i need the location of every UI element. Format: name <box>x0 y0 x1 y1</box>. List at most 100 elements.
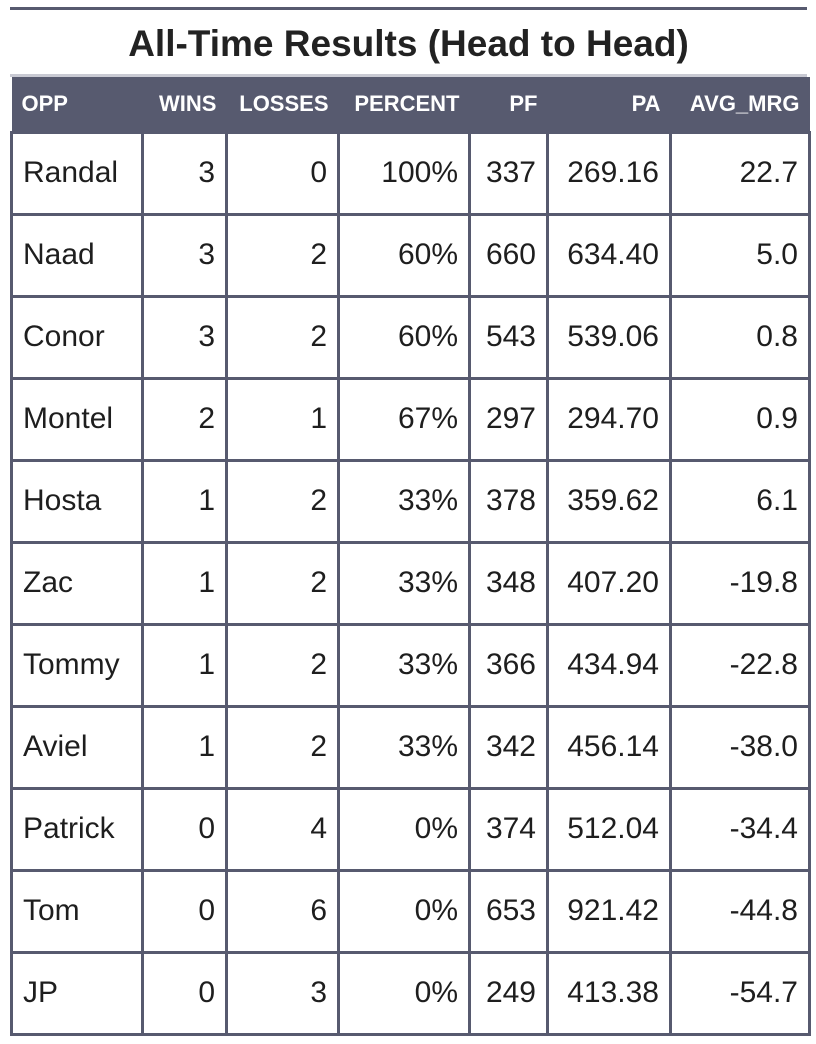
cell-losses: 0 <box>225 130 340 216</box>
table-row: Montel 2 1 67% 297 294.70 0.9 <box>10 376 811 462</box>
header-row: OPP WINS LOSSES PERCENT PF PA AVG_MRG <box>11 77 810 132</box>
cell-losses: 2 <box>225 294 340 380</box>
cell-pa: 407.20 <box>546 540 672 626</box>
cell-percent: 0% <box>337 868 471 954</box>
table-row: Hosta 1 2 33% 378 359.62 6.1 <box>10 458 811 544</box>
cell-wins: 0 <box>141 786 228 872</box>
cell-pa: 413.38 <box>546 950 672 1036</box>
column-header-wins: WINS <box>159 90 217 116</box>
cell-avg-mrg: -38.0 <box>669 704 811 790</box>
cell-pa: 634.40 <box>546 212 672 298</box>
cell-avg-mrg: -54.7 <box>669 950 811 1036</box>
column-header-losses: LOSSES <box>239 90 329 116</box>
cell-opp: Montel <box>10 376 144 462</box>
cell-opp: Aviel <box>10 704 144 790</box>
table-row: Tommy 1 2 33% 366 434.94 -22.8 <box>10 622 811 708</box>
cell-pa: 269.16 <box>546 130 672 216</box>
cell-wins: 0 <box>141 950 228 1036</box>
cell-avg-mrg: 6.1 <box>669 458 811 544</box>
cell-pa: 921.42 <box>546 868 672 954</box>
cell-losses: 2 <box>225 212 340 298</box>
cell-pf: 342 <box>468 704 549 790</box>
cell-pf: 543 <box>468 294 549 380</box>
column-header-avg-mrg: AVG_MRG <box>689 90 800 116</box>
cell-wins: 3 <box>141 212 228 298</box>
cell-opp: JP <box>10 950 144 1036</box>
cell-pf: 653 <box>468 868 549 954</box>
cell-wins: 1 <box>141 704 228 790</box>
cell-pa: 434.94 <box>546 622 672 708</box>
cell-avg-mrg: 5.0 <box>669 212 811 298</box>
column-header-pa: PA <box>631 90 661 116</box>
cell-percent: 67% <box>337 376 471 462</box>
cell-pa: 359.62 <box>546 458 672 544</box>
cell-pf: 366 <box>468 622 549 708</box>
cell-percent: 60% <box>337 294 471 380</box>
cell-percent: 60% <box>337 212 471 298</box>
cell-pf: 348 <box>468 540 549 626</box>
table-row: Conor 3 2 60% 543 539.06 0.8 <box>10 294 811 380</box>
cell-opp: Tom <box>10 868 144 954</box>
table-row: Aviel 1 2 33% 342 456.14 -38.0 <box>10 704 811 790</box>
column-header-percent: PERCENT <box>354 90 460 116</box>
cell-losses: 2 <box>225 540 340 626</box>
cell-percent: 33% <box>337 622 471 708</box>
cell-wins: 1 <box>141 622 228 708</box>
cell-avg-mrg: -44.8 <box>669 868 811 954</box>
cell-percent: 0% <box>337 786 471 872</box>
cell-losses: 4 <box>225 786 340 872</box>
cell-avg-mrg: -34.4 <box>669 786 811 872</box>
cell-avg-mrg: 22.7 <box>669 130 811 216</box>
cell-pa: 512.04 <box>546 786 672 872</box>
cell-avg-mrg: -19.8 <box>669 540 811 626</box>
cell-wins: 1 <box>141 458 228 544</box>
column-header-opp: OPP <box>21 90 68 116</box>
cell-wins: 3 <box>141 130 228 216</box>
cell-percent: 33% <box>337 540 471 626</box>
title-underline <box>10 74 807 77</box>
cell-opp: Tommy <box>10 622 144 708</box>
cell-wins: 1 <box>141 540 228 626</box>
table-row: Naad 3 2 60% 660 634.40 5.0 <box>10 212 811 298</box>
table-row: Patrick 0 4 0% 374 512.04 -34.4 <box>10 786 811 872</box>
cell-wins: 3 <box>141 294 228 380</box>
cell-opp: Hosta <box>10 458 144 544</box>
cell-losses: 6 <box>225 868 340 954</box>
cell-pf: 374 <box>468 786 549 872</box>
cell-percent: 100% <box>337 130 471 216</box>
cell-percent: 0% <box>337 950 471 1036</box>
cell-avg-mrg: 0.9 <box>669 376 811 462</box>
column-header-pf: PF <box>509 90 538 116</box>
cell-pf: 660 <box>468 212 549 298</box>
cell-losses: 2 <box>225 458 340 544</box>
cell-opp: Patrick <box>10 786 144 872</box>
cell-wins: 0 <box>141 868 228 954</box>
cell-percent: 33% <box>337 458 471 544</box>
table-title: All-Time Results (Head to Head) <box>128 23 689 64</box>
cell-avg-mrg: -22.8 <box>669 622 811 708</box>
cell-losses: 3 <box>225 950 340 1036</box>
cell-pa: 456.14 <box>546 704 672 790</box>
cell-losses: 1 <box>225 376 340 462</box>
results-table: OPP WINS LOSSES PERCENT PF PA AVG_MRG Ra… <box>10 77 811 1036</box>
table-row: Randal 3 0 100% 337 269.16 22.7 <box>10 130 811 216</box>
cell-pa: 294.70 <box>546 376 672 462</box>
cell-opp: Zac <box>10 540 144 626</box>
cell-pf: 297 <box>468 376 549 462</box>
cell-opp: Conor <box>10 294 144 380</box>
cell-losses: 2 <box>225 704 340 790</box>
table-row: JP 0 3 0% 249 413.38 -54.7 <box>10 950 811 1036</box>
cell-losses: 2 <box>225 622 340 708</box>
cell-pf: 378 <box>468 458 549 544</box>
top-rule <box>10 7 807 10</box>
cell-pf: 249 <box>468 950 549 1036</box>
cell-opp: Naad <box>10 212 144 298</box>
cell-percent: 33% <box>337 704 471 790</box>
cell-pa: 539.06 <box>546 294 672 380</box>
table-row: Tom 0 6 0% 653 921.42 -44.8 <box>10 868 811 954</box>
cell-wins: 2 <box>141 376 228 462</box>
table-body: Randal 3 0 100% 337 269.16 22.7 Naad 3 2 60% 660 634… <box>10 130 811 1036</box>
cell-avg-mrg: 0.8 <box>669 294 811 380</box>
cell-pf: 337 <box>468 130 549 216</box>
cell-opp: Randal <box>10 130 144 216</box>
